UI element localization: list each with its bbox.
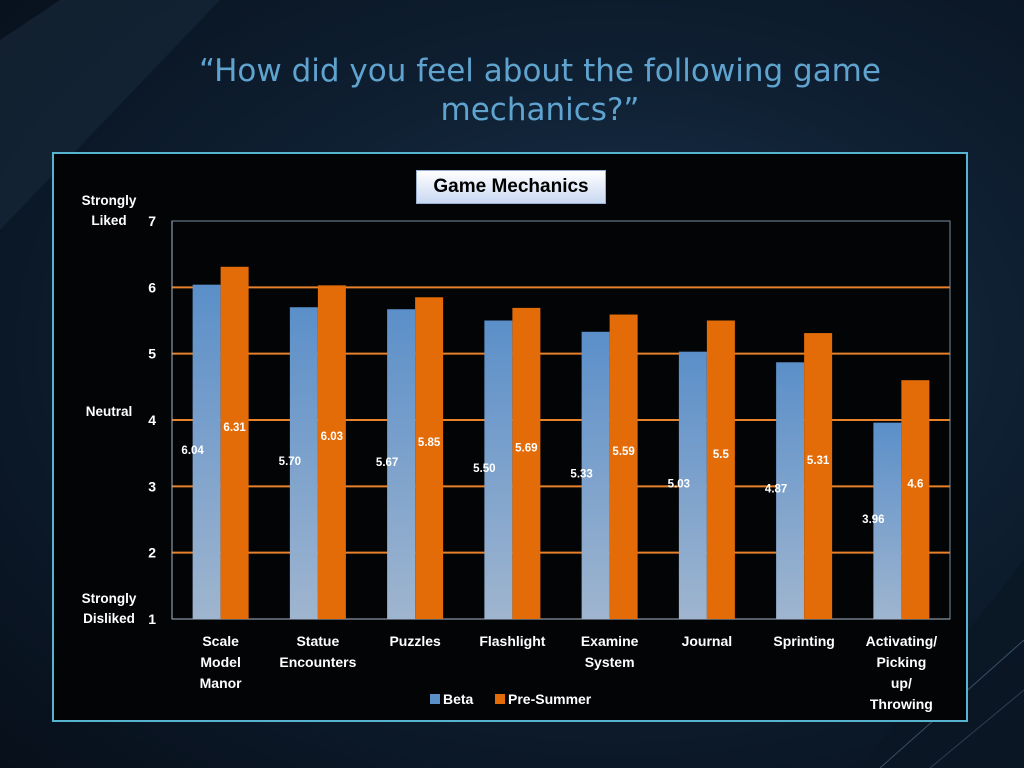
- beta-data-label: 5.67: [376, 457, 398, 469]
- pre-summer-data-label: 5.59: [612, 446, 634, 458]
- pre-summer-data-label: 5.69: [515, 442, 537, 454]
- pre-summer-bar: [609, 314, 638, 619]
- pre-summer-bar: [804, 333, 833, 619]
- y-annotation: Neutral: [86, 404, 133, 419]
- beta-bar: [387, 309, 416, 619]
- x-category-label: Activating/Picking up/Throwing: [866, 633, 938, 712]
- y-annotation: Strongly Liked: [82, 193, 137, 228]
- pre-summer-data-label: 4.6: [907, 479, 923, 491]
- legend-swatch-beta: [430, 694, 440, 704]
- y-tick-label: 5: [148, 346, 156, 362]
- x-category-label: Scale Model Manor: [200, 633, 243, 691]
- pre-summer-data-label: 5.85: [418, 437, 441, 449]
- pre-summer-bar: [706, 320, 735, 619]
- x-category-label: Puzzles: [389, 633, 441, 649]
- y-annotation: Strongly Disliked: [82, 591, 137, 626]
- beta-bar: [776, 362, 805, 619]
- pre-summer-bar: [901, 380, 930, 619]
- x-category-label: Examine System: [581, 633, 639, 670]
- beta-bar: [678, 351, 707, 619]
- slide-title: “How did you feel about the following ga…: [199, 53, 881, 128]
- legend-label-beta: Beta: [443, 691, 474, 707]
- y-tick-label: 6: [148, 279, 156, 295]
- pre-summer-data-label: 6.03: [321, 431, 343, 443]
- x-category-label: Flashlight: [479, 633, 545, 649]
- beta-data-label: 4.87: [765, 484, 787, 496]
- pre-summer-data-label: 5.31: [807, 455, 830, 467]
- y-tick-label: 7: [148, 213, 156, 229]
- beta-bar: [581, 331, 610, 619]
- beta-data-label: 5.33: [570, 468, 592, 480]
- pre-summer-data-label: 5.5: [713, 449, 730, 461]
- beta-data-label: 3.96: [862, 514, 884, 526]
- pre-summer-bar: [512, 307, 541, 619]
- pre-summer-bar: [317, 285, 346, 619]
- beta-data-label: 6.04: [181, 445, 204, 457]
- pre-summer-data-label: 6.31: [223, 422, 246, 434]
- y-tick-label: 4: [148, 412, 156, 428]
- x-category-label: Journal: [682, 633, 733, 649]
- beta-bar: [289, 307, 318, 619]
- chart-title: Game Mechanics: [416, 170, 606, 204]
- y-tick-label: 1: [148, 611, 156, 627]
- legend-label-pre-summer: Pre-Summer: [508, 691, 592, 707]
- x-category-label: Statue Encounters: [279, 633, 356, 670]
- beta-bar: [484, 320, 513, 619]
- x-category-label: Sprinting: [773, 633, 834, 649]
- y-tick-label: 2: [148, 545, 156, 561]
- beta-bar: [873, 422, 902, 619]
- beta-data-label: 5.50: [473, 463, 495, 475]
- pre-summer-bar: [220, 266, 249, 619]
- legend-swatch-pre-summer: [495, 694, 505, 704]
- y-tick-label: 3: [148, 478, 156, 494]
- beta-data-label: 5.03: [668, 478, 690, 490]
- beta-bar: [192, 284, 221, 619]
- pre-summer-bar: [415, 297, 444, 619]
- beta-data-label: 5.70: [279, 456, 301, 468]
